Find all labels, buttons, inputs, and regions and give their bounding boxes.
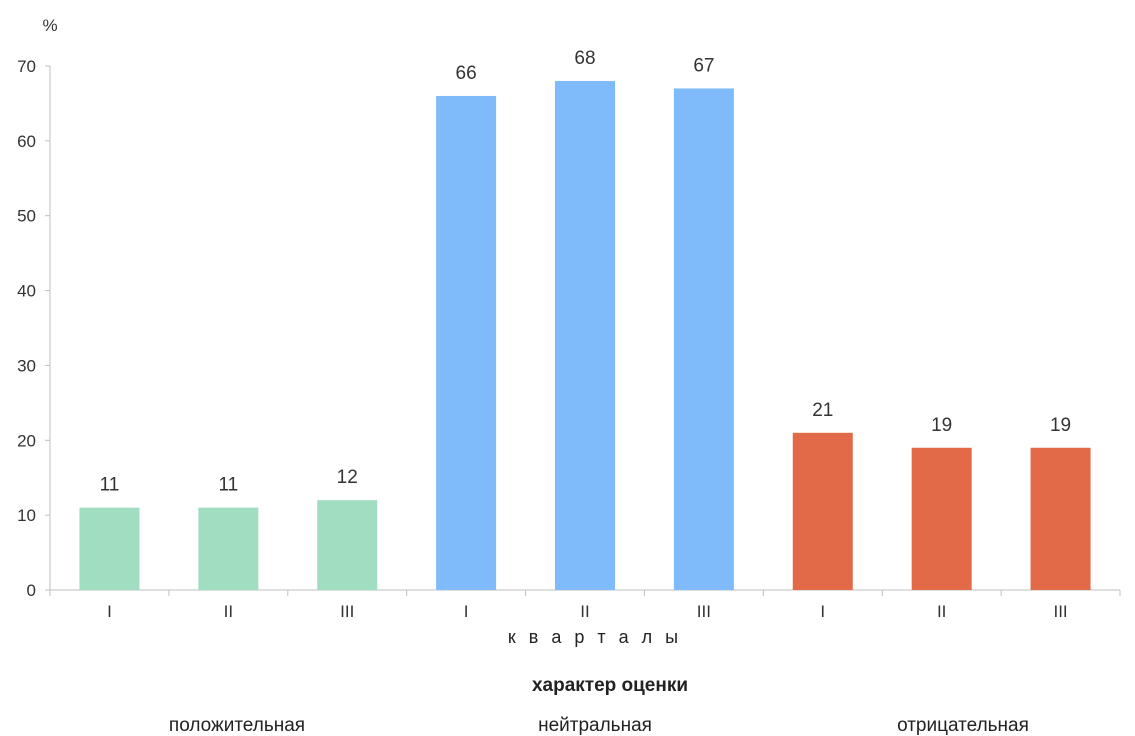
y-tick-label: 30 <box>17 356 36 375</box>
bar <box>555 80 615 590</box>
bar <box>79 507 140 590</box>
y-tick-label: 20 <box>17 431 36 450</box>
category-labels: I II III I II III I II III <box>107 602 1068 621</box>
group-name: нейтральная <box>538 715 652 736</box>
x-tick-label: I <box>464 602 469 621</box>
x-tick-label: I <box>820 602 825 621</box>
data-label: 19 <box>1050 415 1071 436</box>
bar <box>436 95 497 590</box>
y-tick-label: 50 <box>17 207 36 226</box>
x-tick-label: II <box>224 602 233 621</box>
y-tick-label: 40 <box>17 282 36 301</box>
x-tick-label: II <box>937 602 946 621</box>
data-label: 12 <box>337 467 358 488</box>
bars <box>79 80 1091 590</box>
bar <box>911 447 972 590</box>
x-tick-label: III <box>340 602 354 621</box>
y-tick-label: 0 <box>27 581 36 600</box>
group-name: отрицательная <box>897 715 1029 736</box>
x-axis-title: к в а р т а л ы <box>508 627 682 647</box>
data-label: 68 <box>574 48 595 69</box>
data-label: 21 <box>812 400 833 421</box>
bar <box>1030 447 1091 590</box>
data-label: 11 <box>218 475 238 496</box>
data-label: 67 <box>693 55 714 76</box>
x-tick-label: III <box>1053 602 1067 621</box>
group-names: положительная нейтральная отрицательная <box>169 715 1029 736</box>
bar <box>317 500 378 590</box>
legend-title: характер оценки <box>532 675 688 696</box>
data-label: 19 <box>931 415 952 436</box>
bar <box>198 507 259 590</box>
x-tick-label: III <box>697 602 711 621</box>
bar <box>792 432 853 590</box>
x-axis <box>49 589 1121 596</box>
y-unit-label: % <box>42 16 57 35</box>
y-tick-label: 70 <box>17 57 36 76</box>
y-tick-label: 60 <box>17 132 36 151</box>
bar <box>673 88 734 590</box>
data-labels: 11 11 12 66 68 67 21 19 19 <box>100 48 1072 496</box>
x-tick-label: II <box>580 602 589 621</box>
data-label: 11 <box>100 475 120 496</box>
x-tick-label: I <box>107 602 112 621</box>
y-axis: 0 10 20 30 40 50 60 70 <box>17 57 51 600</box>
y-tick-label: 10 <box>17 506 36 525</box>
data-label: 66 <box>456 63 477 84</box>
group-name: положительная <box>169 715 305 736</box>
